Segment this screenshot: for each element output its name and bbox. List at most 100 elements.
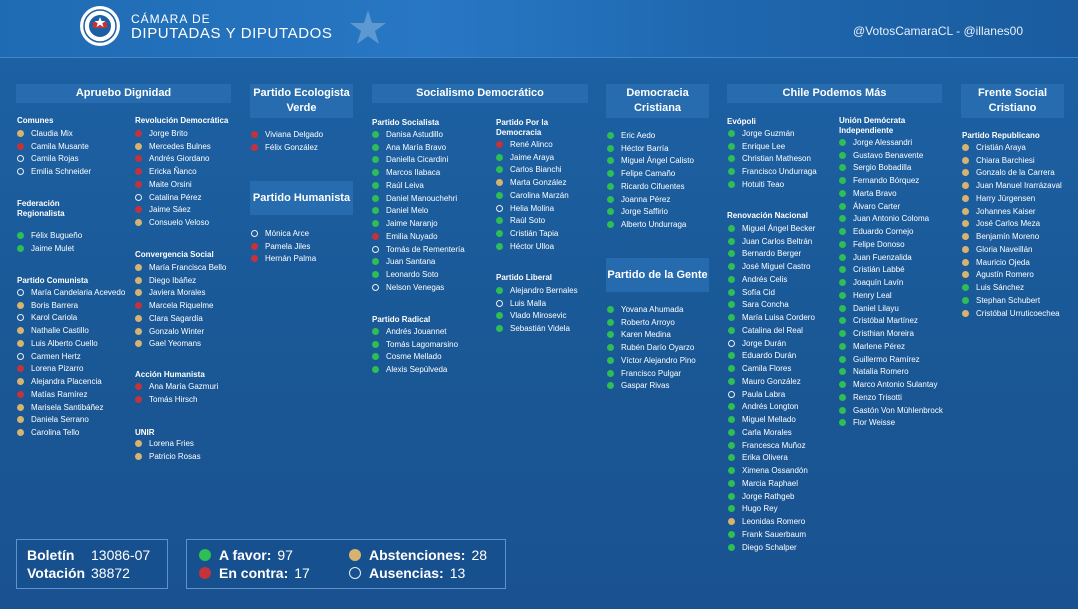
vote-favor-icon: [839, 177, 846, 185]
member-row: Rubén Darío Oyarzo: [607, 341, 696, 354]
vote-abst-icon: [962, 258, 969, 266]
favor-label: A favor:: [219, 547, 272, 563]
vote-favor-icon: [607, 195, 614, 203]
member-row: Miguel Ángel Calisto: [607, 155, 694, 168]
party-ah: Acción Humanista: [135, 370, 205, 379]
member-row: Raúl Leiva: [372, 179, 465, 192]
member-row: Matías Ramírez: [17, 388, 125, 401]
member-row: Chiara Barchiesi: [962, 154, 1062, 167]
vote-favor-icon: [496, 286, 503, 294]
member-name: Clara Sagardía: [149, 313, 203, 323]
member-row: Gaspar Rivas: [607, 380, 696, 393]
member-row: Karol Cariola: [17, 312, 125, 325]
vote-favor-icon: [372, 258, 379, 266]
contra-value: 17: [294, 565, 310, 581]
member-name: Carolina Tello: [31, 428, 80, 438]
member-name: Benjamín Moreno: [976, 232, 1040, 242]
member-name: Felipe Donoso: [853, 239, 905, 249]
member-row: Natalia Romero: [839, 366, 943, 379]
member-row: Daniela Serrano: [17, 414, 125, 427]
member-row: Marcela Riquelme: [135, 299, 226, 312]
member-name: Alejandra Placencia: [31, 377, 102, 387]
votacion-value: 38872: [91, 565, 130, 581]
vote-abst-icon: [962, 233, 969, 241]
member-name: Miguel Ángel Calisto: [621, 156, 694, 166]
vote-favor-icon: [962, 284, 969, 292]
vote-abst-icon: [962, 271, 969, 279]
member-name: Gaspar Rivas: [621, 381, 670, 391]
boletin-label: Boletín: [27, 547, 75, 563]
star-decoration-icon: [350, 10, 386, 44]
member-name: Cristián Labbé: [853, 265, 905, 275]
vote-favor-icon: [728, 543, 735, 551]
vote-contra-icon: [496, 140, 503, 148]
vote-favor-icon: [607, 305, 614, 313]
vote-favor-icon: [372, 353, 379, 361]
member-row: Marcia Raphael: [728, 477, 815, 490]
header-bar: CÁMARA DE DIPUTADAS Y DIPUTADOS @VotosCa…: [0, 0, 1078, 58]
vote-favor-icon: [728, 467, 735, 475]
member-row: Jaime Mulet: [17, 242, 82, 255]
member-name: Frank Sauerbaum: [742, 529, 807, 539]
vote-favor-icon: [962, 296, 969, 304]
member-name: Alejandro Bernales: [510, 285, 578, 295]
member-name: Joaquín Lavín: [853, 278, 904, 288]
member-row: Marlene Pérez: [839, 340, 943, 353]
member-name: Catalina del Real: [742, 325, 803, 335]
member-row: Helia Molina: [496, 202, 569, 215]
member-row: Mercedes Bulnes: [135, 140, 211, 153]
vote-favor-icon: [728, 492, 735, 500]
member-name: Harry Jürgensen: [976, 193, 1036, 203]
vote-favor-icon: [607, 356, 614, 364]
vote-favor-icon: [839, 419, 846, 427]
member-row: Camila Flores: [728, 362, 815, 375]
member-name: Cristián Araya: [976, 142, 1026, 152]
member-row: Clara Sagardía: [135, 312, 226, 325]
vote-favor-icon: [607, 144, 614, 152]
member-name: Bernardo Berger: [742, 249, 802, 259]
vote-favor-icon: [839, 279, 846, 287]
member-row: José Carlos Meza: [962, 218, 1062, 231]
member-name: Catalina Pérez: [149, 192, 202, 202]
vote-favor-icon: [839, 215, 846, 223]
member-name: Carlos Bianchi: [510, 165, 562, 175]
member-row: Eduardo Cornejo: [839, 225, 943, 238]
vote-favor-icon: [839, 304, 846, 312]
member-row: Ximena Ossandón: [728, 464, 815, 477]
votacion-row: Votación 38872: [27, 565, 130, 581]
member-row: Andrés Jouannet: [372, 325, 458, 338]
member-name: Helia Molina: [510, 203, 555, 213]
member-name: Nelson Venegas: [386, 282, 445, 292]
member-row: Catalina Pérez: [135, 191, 211, 204]
member-name: Álvaro Carter: [853, 201, 901, 211]
vote-favor-icon: [607, 170, 614, 178]
vote-abst-icon: [17, 416, 24, 424]
member-row: Alejandra Placencia: [17, 375, 125, 388]
vote-abst-icon: [17, 378, 24, 386]
member-name: Ricardo Cifuentes: [621, 181, 685, 191]
vote-favor-icon: [607, 382, 614, 390]
vote-favor-icon: [839, 368, 846, 376]
vote-favor-icon: [372, 130, 379, 138]
vote-favor-icon: [839, 202, 846, 210]
vote-favor-icon: [728, 365, 735, 373]
member-row: Álvaro Carter: [839, 200, 943, 213]
party-udi: Unión Demócrata Independiente: [839, 116, 906, 135]
member-row: María Francisca Bello: [135, 261, 226, 274]
member-row: Gastón Von Mühlenbrock: [839, 404, 943, 417]
list-rn: Miguel Ángel Becker Juan Carlos Beltrán Be…: [728, 222, 815, 554]
member-row: Félix Bugueño: [17, 229, 82, 242]
vote-abst-icon: [135, 314, 142, 322]
boletin-box: Boletín 13086-07 Votación 38872: [16, 539, 168, 589]
vote-contra-icon: [251, 130, 258, 138]
vote-favor-icon: [728, 301, 735, 309]
member-name: Boris Barrera: [31, 300, 79, 310]
list-federacion: Félix Bugueño Jaime Mulet: [17, 229, 82, 255]
party-rn: Renovación Nacional: [727, 211, 808, 220]
member-name: Pamela Jiles: [265, 241, 311, 251]
vote-contra-icon: [17, 142, 24, 150]
vote-favor-icon: [839, 151, 846, 159]
member-name: Nathalie Castillo: [31, 326, 89, 336]
list-comunes: Claudia Mix Camila Musante Camila Rojas Emi…: [17, 127, 91, 178]
bloc-title-fsc: Frente Social Cristiano: [961, 84, 1064, 118]
